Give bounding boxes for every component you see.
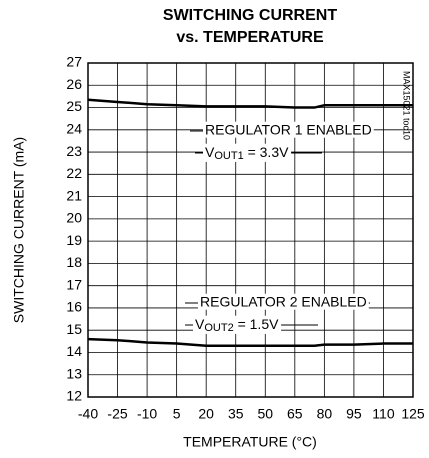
y-tick-label: 14 — [66, 343, 82, 359]
y-tick-label: 27 — [66, 54, 82, 70]
y-tick-label: 26 — [66, 76, 82, 92]
y-tick-label: 18 — [66, 254, 82, 270]
annotation-part: = 1.5V — [234, 316, 279, 332]
annotation-part: V — [205, 144, 215, 160]
chart-title: SWITCHING CURRENT — [163, 7, 337, 24]
annotation-sub: OUT1 — [214, 150, 243, 162]
label-bg — [203, 143, 292, 162]
x-tick-label: 125 — [401, 406, 425, 422]
y-tick-label: 17 — [66, 276, 82, 292]
x-tick-label: 95 — [346, 406, 362, 422]
y-tick-label: 25 — [66, 98, 82, 114]
annotation-part: V — [195, 316, 205, 332]
y-tick-label: 12 — [66, 388, 82, 404]
x-tick-label: -10 — [137, 406, 157, 422]
y-tick-label: 23 — [66, 143, 82, 159]
data-line — [87, 337, 413, 348]
y-tick-label: 13 — [66, 365, 82, 381]
x-tick-label: 20 — [198, 406, 214, 422]
y-tick-label: 15 — [66, 321, 82, 337]
annotation-part: = 3.3V — [244, 144, 289, 160]
annotation-sub: OUT2 — [204, 322, 233, 334]
x-tick-label: 5 — [173, 406, 181, 422]
y-axis-label: SWITCHING CURRENT (mA) — [11, 137, 27, 323]
x-tick-label: 65 — [287, 406, 303, 422]
annotation: REGULATOR 1 ENABLED — [205, 122, 372, 138]
y-tick-label: 24 — [66, 121, 82, 137]
chart-title: vs. TEMPERATURE — [176, 29, 324, 46]
x-tick-label: -40 — [78, 406, 98, 422]
annotation: REGULATOR 2 ENABLED — [200, 294, 367, 310]
annotation: VOUT2 = 1.5V — [195, 316, 279, 334]
y-tick-label: 21 — [66, 187, 82, 203]
x-tick-label: 50 — [257, 406, 273, 422]
x-tick-label: 110 — [372, 406, 395, 422]
y-tick-label: 20 — [66, 210, 82, 226]
label-bg — [193, 315, 282, 334]
x-tick-label: 80 — [317, 406, 333, 422]
y-tick-label: 22 — [66, 165, 82, 181]
data-line — [87, 98, 413, 109]
label-bg — [203, 121, 374, 138]
y-tick-label: 19 — [66, 232, 82, 248]
annotation: VOUT1 = 3.3V — [205, 144, 289, 162]
x-axis-label: TEMPERATURE (°C) — [183, 434, 317, 450]
label-bg — [198, 293, 369, 310]
plot-frame — [87, 62, 414, 398]
y-tick-label: 16 — [66, 299, 82, 315]
x-tick-label: 35 — [228, 406, 244, 422]
x-tick-label: -25 — [107, 406, 127, 422]
